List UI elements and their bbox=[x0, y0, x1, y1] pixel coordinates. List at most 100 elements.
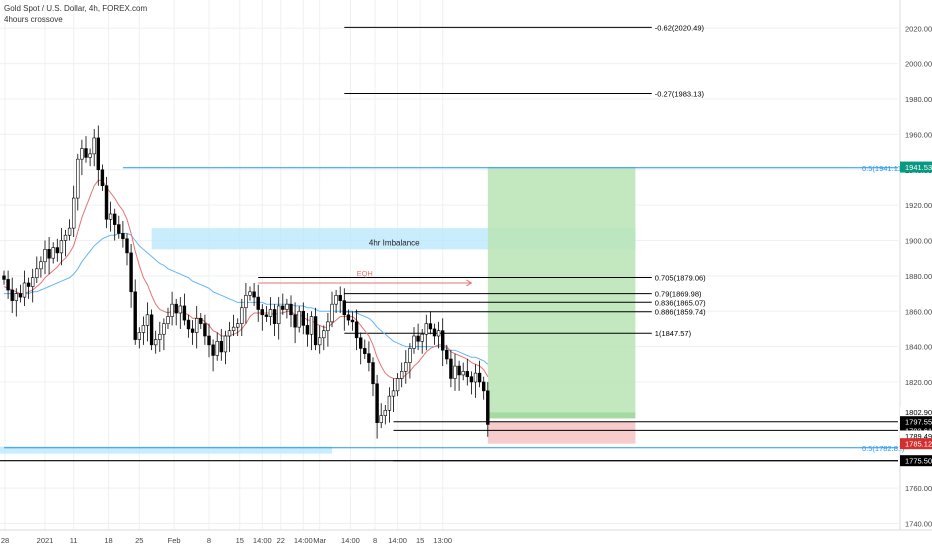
candle bbox=[30, 268, 35, 303]
candle-body bbox=[285, 303, 289, 310]
price-axis[interactable]: 2020.002000.001980.001960.001940.001920.… bbox=[899, 0, 932, 530]
candle-body bbox=[63, 234, 68, 241]
candle bbox=[264, 305, 269, 322]
candle bbox=[88, 148, 92, 167]
candle-body bbox=[158, 333, 162, 340]
candle bbox=[186, 314, 191, 338]
candle bbox=[231, 314, 236, 337]
candle bbox=[412, 327, 416, 354]
candle bbox=[248, 286, 252, 301]
candle-body bbox=[404, 362, 408, 372]
price-tick-label: 1740.00 bbox=[905, 519, 932, 528]
fib-label: -0.62(2020.49) bbox=[655, 23, 705, 32]
candle bbox=[313, 307, 318, 351]
fib-label: 0.836(1865.07) bbox=[655, 298, 706, 307]
candle bbox=[244, 282, 248, 324]
candle bbox=[199, 313, 203, 329]
price-badge: 1941.53 bbox=[900, 161, 932, 173]
candle bbox=[170, 291, 174, 326]
candle bbox=[195, 305, 199, 349]
candle-body bbox=[395, 378, 400, 392]
candle-body bbox=[207, 335, 211, 346]
candle bbox=[104, 176, 109, 229]
candle-body bbox=[272, 309, 277, 324]
candle bbox=[350, 311, 355, 331]
price-badges: 1941.531802.901797.551792.611789.491785.… bbox=[900, 161, 932, 467]
time-axis[interactable]: 28 2021 11 18 25 Feb 8 15 14:00 22 14:00 Mar 14:00 8 1… bbox=[0, 529, 932, 545]
candle bbox=[96, 125, 101, 186]
candle-body bbox=[88, 153, 92, 158]
candle bbox=[358, 332, 363, 365]
price-tick-label: 2020.00 bbox=[905, 24, 932, 33]
candle bbox=[354, 309, 359, 351]
candle bbox=[100, 164, 105, 191]
time-tick-label: 14:00 bbox=[341, 536, 360, 545]
candle bbox=[342, 288, 346, 331]
candle bbox=[399, 362, 404, 388]
candle bbox=[59, 228, 64, 266]
candle bbox=[211, 339, 215, 372]
candle bbox=[416, 323, 420, 351]
candle bbox=[440, 318, 445, 367]
candle bbox=[51, 242, 55, 264]
candle bbox=[432, 323, 437, 345]
candle-body bbox=[260, 309, 264, 316]
candle-body bbox=[51, 247, 55, 259]
candle-body bbox=[6, 279, 10, 291]
candle-body bbox=[84, 148, 88, 158]
candle-body bbox=[215, 341, 219, 356]
candle-body bbox=[240, 307, 244, 324]
candle bbox=[92, 129, 96, 167]
candle-body bbox=[289, 303, 293, 316]
candle bbox=[268, 297, 273, 326]
candle-body bbox=[39, 261, 43, 270]
price-tick-label: 2000.00 bbox=[905, 60, 932, 69]
candle-body bbox=[469, 376, 474, 383]
candle-body bbox=[223, 335, 228, 353]
candle bbox=[18, 284, 23, 303]
candle bbox=[276, 297, 281, 340]
candle bbox=[158, 321, 162, 352]
candle bbox=[121, 221, 125, 248]
candle-body bbox=[133, 291, 137, 340]
candle bbox=[174, 298, 178, 326]
candle-body bbox=[174, 303, 178, 314]
candle-body bbox=[326, 321, 330, 332]
price-badge-bg bbox=[900, 455, 932, 467]
candle-body bbox=[305, 325, 310, 335]
fib-label: 1(1847.57) bbox=[655, 329, 692, 338]
candle bbox=[391, 378, 396, 413]
moving-averages bbox=[3, 179, 489, 379]
candle bbox=[346, 309, 351, 326]
price-badge-label: 1797.55 bbox=[905, 418, 932, 427]
candle bbox=[317, 325, 322, 354]
candle-body bbox=[342, 300, 346, 316]
time-tick-label: 14:00 bbox=[388, 536, 407, 545]
candle bbox=[252, 282, 256, 306]
fib-label: 0.886(1859.74) bbox=[655, 308, 706, 317]
candle-body bbox=[420, 333, 424, 342]
price-badge-bg bbox=[900, 416, 932, 428]
candle-body bbox=[424, 323, 428, 335]
candle-body bbox=[2, 275, 6, 280]
time-tick-label: 15 bbox=[416, 536, 424, 545]
candle bbox=[272, 304, 277, 337]
lower-imbalance-zone bbox=[0, 446, 332, 454]
candle bbox=[215, 332, 219, 361]
candle-body bbox=[211, 344, 215, 356]
candle bbox=[305, 313, 310, 347]
fib-label: 0.5(1941.11) bbox=[862, 164, 904, 173]
candle bbox=[334, 290, 338, 314]
price-badge-label: 1789.49 bbox=[905, 432, 932, 441]
price-badge-label: 1941.53 bbox=[905, 163, 932, 172]
candle bbox=[371, 357, 375, 397]
price-badge: 1789.49 bbox=[900, 430, 932, 442]
candle-body bbox=[219, 341, 223, 353]
candle-body bbox=[108, 213, 113, 220]
candle bbox=[424, 314, 428, 351]
candle-body bbox=[486, 390, 490, 425]
candle bbox=[387, 387, 392, 423]
candle bbox=[449, 350, 453, 388]
candle bbox=[453, 353, 457, 391]
